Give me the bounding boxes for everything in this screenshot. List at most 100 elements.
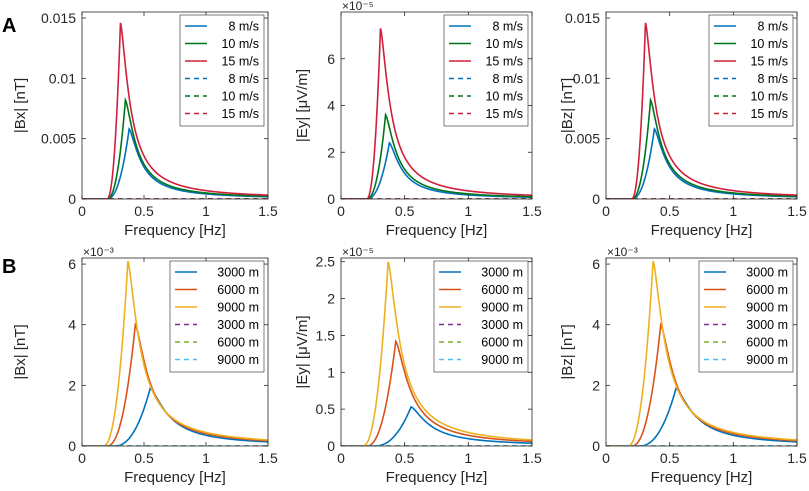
chart-a2-plot-area (341, 28, 532, 199)
chart-b3-legend-label-5: 9000 m (746, 353, 788, 367)
chart-a1-legend-label-4: 10 m/s (221, 90, 259, 104)
chart-a1-plot-area (82, 22, 268, 199)
chart-b1-legend-label-0: 3000 m (217, 266, 259, 280)
chart-a3-xtick-label-0: 0 (602, 203, 610, 219)
chart-a2-xlabel: Frequency [Hz] (386, 222, 488, 239)
chart-a1-ytick-label-2: 0.01 (49, 70, 76, 86)
chart-a1-legend-label-5: 15 m/s (221, 107, 259, 121)
chart-a2-ytick-label-3: 6 (327, 51, 335, 67)
chart-a3: 0 0.5 1 1.5 0 0.005 0.01 0.015 Frequency [Hz] |Bz… (559, 10, 807, 239)
chart-a2-ytick-label-0: 0 (327, 191, 335, 207)
chart-a2-series-1-line (341, 112, 532, 199)
chart-a3-ylabel: |Bz| [nT] (559, 78, 576, 133)
chart-b1-xtick-label-2: 1 (202, 450, 210, 466)
chart-b3: 0 0.5 1 1.5 0 2 4 6 ×10⁻³ Frequency [Hz] |Bz| [nT]… (559, 245, 807, 486)
chart-b2-ytick-label-0: 0 (327, 438, 335, 454)
chart-a1-legend-label-3: 8 m/s (228, 72, 259, 86)
chart-a3-legend-label-4: 10 m/s (750, 90, 788, 104)
chart-b3-xlabel: Frequency [Hz] (651, 469, 753, 486)
chart-a1-series-0-line (82, 127, 268, 199)
chart-b2-legend-box (433, 260, 529, 373)
chart-a3-legend-label-1: 10 m/s (750, 37, 788, 51)
chart-b3-xtick-label-0: 0 (602, 450, 610, 466)
chart-b3-legend-label-4: 6000 m (746, 336, 788, 350)
chart-b1-legend-box (169, 260, 265, 373)
chart-b2-series-0-line (341, 405, 532, 446)
chart-a1-xtick-label-1: 0.5 (134, 203, 154, 219)
chart-b1-ytick-label-3: 6 (68, 256, 76, 272)
chart-b3-ylabel: |Bz| [nT] (559, 324, 576, 379)
chart-a1-axes-box (81, 11, 269, 200)
chart-a3-legend-label-0: 8 m/s (757, 20, 788, 34)
chart-b2-legend-label-0: 3000 m (481, 266, 523, 280)
chart-a3-ytick-label-2: 0.01 (573, 70, 600, 86)
chart-a2-legend-label-3: 8 m/s (492, 72, 523, 86)
chart-a1-series-2-line (82, 22, 268, 199)
chart-b1-xlabel: Frequency [Hz] (124, 469, 226, 486)
chart-b2-series-1-line (341, 339, 532, 446)
chart-b2-plot-area (341, 261, 532, 446)
chart-a3-legend-label-3: 8 m/s (757, 72, 788, 86)
chart-b1-ytick-label-2: 4 (68, 317, 76, 333)
chart-a2-legend-box (443, 14, 529, 127)
chart-a3-series-1-line (606, 97, 797, 199)
chart-b3-xtick-label-1: 0.5 (660, 450, 680, 466)
chart-a3-legend: 8 m/s 10 m/s 15 m/s 8 m/s 10 m/s 15 m/s (708, 14, 794, 127)
chart-a2-xtick-label-3: 1.5 (522, 203, 542, 219)
chart-a1-series-1-line (82, 97, 268, 199)
chart-b3-ytick-label-1: 2 (592, 377, 600, 393)
chart-a3-xlabel: Frequency [Hz] (651, 222, 753, 239)
chart-a1-xtick-label-2: 1 (202, 203, 210, 219)
chart-b1-xtick-label-0: 0 (78, 450, 86, 466)
chart-b2-ytick-label-3: 1.5 (316, 327, 336, 343)
chart-b2-xtick-label-1: 0.5 (395, 450, 415, 466)
chart-b1-plot-area (82, 260, 268, 446)
chart-b2-ytick-label-4: 2 (327, 291, 335, 307)
chart-a1-ylabel: |Bx| [nT] (12, 78, 29, 133)
row-label-b: B (2, 256, 16, 278)
chart-a2-legend-label-1: 10 m/s (485, 37, 523, 51)
chart-a2-ytick-label-1: 2 (327, 144, 335, 160)
chart-b1-legend: 3000 m 6000 m 9000 m 3000 m 6000 m 9000 m (169, 260, 265, 373)
chart-b3-legend-label-1: 6000 m (746, 283, 788, 297)
chart-b2-ytick-label-1: 0.5 (316, 401, 336, 417)
chart-b3-xtick-label-3: 1.5 (787, 450, 807, 466)
chart-b2-xtick-label-2: 1 (464, 450, 472, 466)
chart-a3-xtick-label-1: 0.5 (660, 203, 680, 219)
chart-b3-legend-label-3: 3000 m (746, 318, 788, 332)
chart-a3-axes-box (605, 11, 798, 200)
chart-a3-ytick-label-1: 0.005 (565, 131, 600, 147)
chart-a1-legend-label-1: 10 m/s (221, 37, 259, 51)
chart-b1-legend-label-5: 9000 m (217, 353, 259, 367)
chart-b3-xtick-label-2: 1 (729, 450, 737, 466)
chart-b1-series-2-line (82, 260, 268, 446)
chart-b3-legend-box (698, 260, 794, 373)
chart-a2-ylabel: |Ey| [μV/m] (294, 69, 311, 142)
chart-b1-legend-label-1: 6000 m (217, 283, 259, 297)
chart-b2-legend-label-3: 3000 m (481, 318, 523, 332)
chart-b2-ylabel: |Ey| [μV/m] (294, 315, 311, 388)
chart-a2-series-2-line (341, 28, 532, 199)
chart-a1-legend-label-0: 8 m/s (228, 20, 259, 34)
chart-b3-plot-area (606, 260, 797, 446)
chart-a1-legend-label-2: 15 m/s (221, 55, 259, 69)
chart-b1-ytick-label-1: 2 (68, 377, 76, 393)
chart-b2: 0 0.5 1 1.5 0 0.5 1 1.5 2 2.5 ×10⁻⁵ Frequency [Hz] |… (294, 245, 542, 486)
chart-b2-legend-label-5: 9000 m (481, 353, 523, 367)
chart-b1-xtick-label-3: 1.5 (258, 450, 278, 466)
chart-a2-xtick-label-0: 0 (337, 203, 345, 219)
chart-b1-legend-label-4: 6000 m (217, 336, 259, 350)
chart-b1-xtick-label-1: 0.5 (134, 450, 154, 466)
chart-b2-ytick-label-5: 2.5 (316, 254, 336, 270)
chart-b3-ytick-label-3: 6 (592, 256, 600, 272)
chart-a2-xtick-label-1: 0.5 (395, 203, 415, 219)
chart-b3-exponent-label: ×10⁻³ (607, 245, 638, 259)
chart-b2-axes-box (340, 257, 533, 447)
chart-a2-ytick-label-2: 4 (327, 98, 335, 114)
chart-b3-ytick-label-2: 4 (592, 317, 600, 333)
charts-container: 0 0.5 1 1.5 0 0.005 0.01 0.015 Frequency [Hz] |Bx… (12, 0, 807, 486)
chart-a1-xtick-label-0: 0 (78, 203, 86, 219)
chart-a2-legend-label-4: 10 m/s (485, 90, 523, 104)
chart-a1-xtick-label-3: 1.5 (258, 203, 278, 219)
